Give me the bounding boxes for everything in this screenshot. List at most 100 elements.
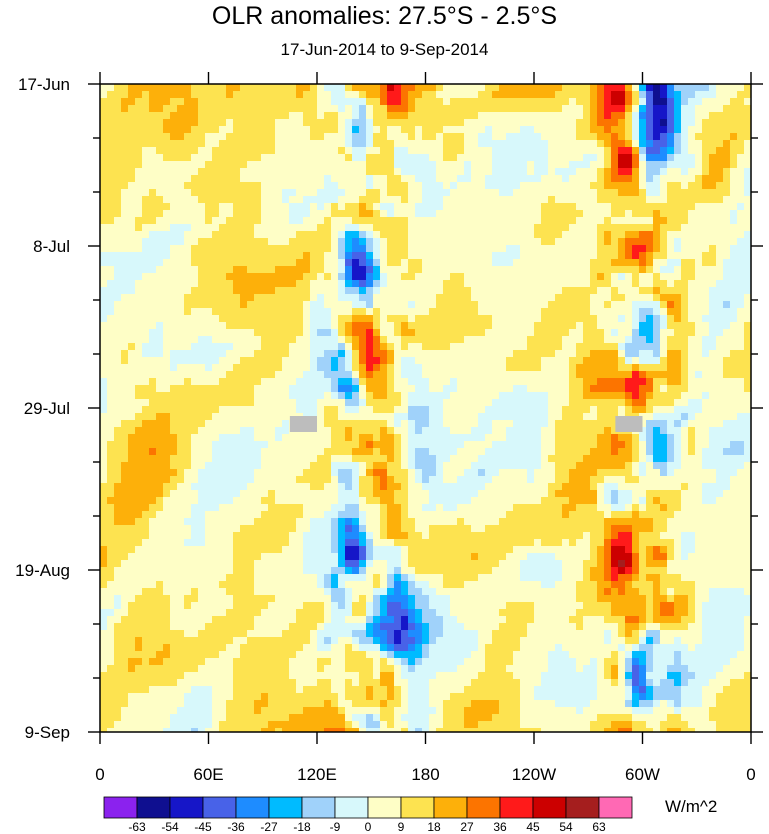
field-cell — [478, 126, 486, 134]
field-cell — [310, 133, 318, 141]
field-cell — [604, 308, 612, 316]
field-cell — [597, 266, 605, 274]
field-cell — [219, 308, 227, 316]
field-cell — [688, 308, 696, 316]
field-cell — [415, 385, 423, 393]
field-cell — [520, 105, 528, 113]
field-cell — [338, 252, 346, 260]
field-cell — [317, 399, 325, 407]
field-cell — [702, 119, 710, 127]
field-cell — [646, 91, 654, 99]
field-cell — [653, 287, 661, 295]
field-cell — [380, 119, 388, 127]
field-cell — [730, 350, 738, 358]
field-cell — [737, 105, 745, 113]
field-cell — [373, 329, 381, 337]
field-cell — [429, 273, 437, 281]
field-cell — [667, 385, 675, 393]
field-cell — [268, 294, 276, 302]
field-cell — [492, 287, 500, 295]
field-cell — [429, 441, 437, 449]
field-cell — [443, 392, 451, 400]
field-cell — [247, 392, 255, 400]
field-cell — [317, 448, 325, 456]
field-cell — [527, 413, 535, 421]
field-cell — [331, 441, 339, 449]
field-cell — [541, 196, 549, 204]
field-cell — [331, 203, 339, 211]
field-cell — [639, 406, 647, 414]
field-cell — [562, 287, 570, 295]
field-cell — [366, 329, 374, 337]
field-cell — [359, 168, 367, 176]
field-cell — [513, 434, 521, 442]
field-cell — [590, 252, 598, 260]
field-cell — [485, 455, 493, 463]
field-cell — [261, 392, 269, 400]
field-cell — [471, 329, 479, 337]
field-cell — [128, 399, 136, 407]
field-cell — [485, 294, 493, 302]
field-cell — [590, 364, 598, 372]
field-cell — [436, 91, 444, 99]
field-cell — [324, 105, 332, 113]
field-cell — [660, 231, 668, 239]
field-cell — [541, 91, 549, 99]
field-cell — [345, 140, 353, 148]
field-cell — [527, 133, 535, 141]
field-cell — [744, 308, 751, 316]
field-cell — [135, 119, 143, 127]
field-cell — [457, 140, 465, 148]
field-cell — [527, 399, 535, 407]
field-cell — [702, 350, 710, 358]
field-cell — [114, 308, 122, 316]
field-cell — [478, 189, 486, 197]
field-cell — [198, 203, 206, 211]
field-cell — [107, 329, 115, 337]
field-cell — [261, 119, 269, 127]
field-cell — [436, 350, 444, 358]
field-cell — [583, 140, 591, 148]
field-cell — [261, 441, 269, 449]
field-cell — [695, 252, 703, 260]
field-cell — [716, 420, 724, 428]
field-cell — [394, 196, 402, 204]
field-cell — [142, 84, 150, 92]
field-cell — [604, 364, 612, 372]
field-cell — [527, 203, 535, 211]
field-cell — [219, 203, 227, 211]
field-cell — [436, 224, 444, 232]
field-cell — [331, 357, 339, 365]
field-cell — [646, 105, 654, 113]
field-cell — [653, 84, 661, 92]
field-cell — [184, 385, 192, 393]
field-cell — [737, 315, 745, 323]
field-cell — [359, 448, 367, 456]
field-cell — [191, 455, 199, 463]
field-cell — [632, 364, 640, 372]
field-cell — [142, 98, 150, 106]
field-cell — [345, 252, 353, 260]
field-cell — [590, 182, 598, 190]
field-cell — [618, 259, 626, 267]
field-cell — [716, 406, 724, 414]
field-cell — [548, 203, 556, 211]
field-cell — [107, 301, 115, 309]
field-cell — [709, 210, 717, 218]
field-cell — [387, 406, 395, 414]
field-cell — [282, 217, 290, 225]
field-cell — [156, 280, 164, 288]
field-cell — [324, 455, 332, 463]
field-cell — [681, 441, 689, 449]
field-cell — [492, 168, 500, 176]
field-cell — [569, 315, 577, 323]
field-cell — [254, 371, 262, 379]
field-cell — [289, 364, 297, 372]
field-cell — [492, 336, 500, 344]
field-cell — [457, 259, 465, 267]
field-cell — [464, 441, 472, 449]
field-cell — [562, 196, 570, 204]
field-cell — [184, 133, 192, 141]
field-cell — [191, 196, 199, 204]
field-cell — [240, 259, 248, 267]
